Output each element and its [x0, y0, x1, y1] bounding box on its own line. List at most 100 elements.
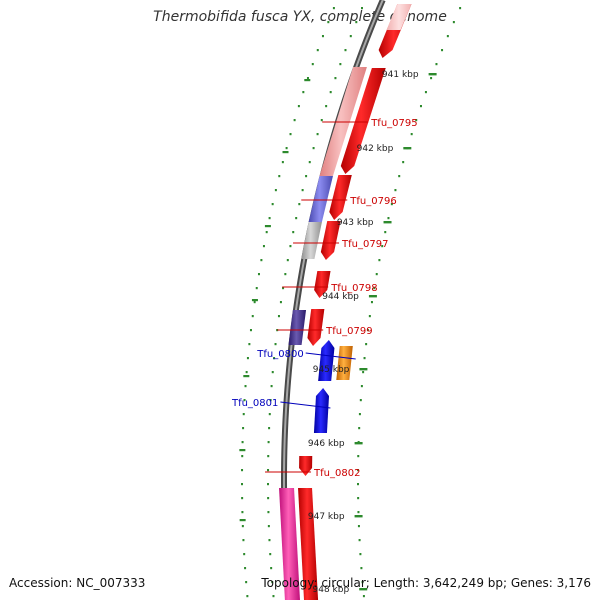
ring-dot [398, 175, 401, 178]
gene-feature[interactable] [307, 309, 325, 346]
ring-dot [241, 511, 244, 514]
ring-dot [262, 245, 265, 248]
ring-dot [278, 175, 281, 178]
gene-label[interactable]: Tfu_0800 [256, 349, 303, 360]
gene-feature[interactable] [301, 222, 322, 259]
ring-dot [268, 539, 271, 542]
ring-dot [298, 203, 301, 206]
gene-label[interactable]: Tfu_0801 [231, 398, 278, 409]
ring-dot [245, 371, 248, 374]
label-leader-line [305, 352, 356, 360]
ring-dot [241, 469, 244, 472]
ring-dot [292, 231, 295, 234]
ring-dot [370, 301, 373, 304]
kbp-label: 943 kbp [337, 218, 374, 228]
ring-dot [362, 371, 365, 374]
ring-dot [267, 497, 270, 500]
ring-dot [452, 21, 455, 24]
ring-dot [441, 49, 444, 52]
kbp-tick [368, 295, 377, 298]
gene-feature[interactable] [386, 4, 412, 30]
ring-dot [271, 581, 274, 584]
ring-dot [375, 273, 378, 276]
ring-dot [435, 63, 438, 66]
minor-tick [239, 519, 246, 522]
ring-dot [255, 287, 258, 290]
gene-label[interactable]: Tfu_0799 [325, 326, 372, 337]
ring-dot [269, 399, 272, 402]
ring-dot [321, 35, 324, 38]
ring-dot [267, 525, 270, 528]
gene-label[interactable]: Tfu_0796 [349, 196, 396, 207]
ring-dot [360, 385, 363, 388]
gene-feature[interactable] [299, 456, 313, 476]
ring-dot [271, 203, 274, 206]
ring-dot [282, 287, 285, 290]
ring-dot [329, 91, 332, 94]
ring-dot [339, 63, 342, 66]
ring-dot [363, 357, 366, 360]
ring-dot [358, 427, 361, 430]
kbp-tick [428, 73, 437, 76]
kbp-label: 948 kbp [313, 585, 350, 595]
ring-dot [332, 7, 335, 10]
ring-dot [301, 189, 304, 192]
gene-label[interactable]: Tfu_0795 [370, 118, 417, 129]
scale-ticks [239, 7, 462, 598]
ring-dot [378, 259, 381, 262]
ring-dot [415, 119, 418, 122]
gene-feature[interactable] [314, 271, 331, 298]
ring-dot [357, 455, 360, 458]
gene-feature[interactable] [288, 310, 307, 345]
ring-dot [297, 105, 300, 108]
ring-dot [267, 483, 270, 486]
ring-dot [245, 581, 248, 584]
ring-dot [424, 91, 427, 94]
ring-dot [243, 399, 246, 402]
gene-feature[interactable] [340, 68, 386, 174]
gene-feature[interactable] [329, 175, 352, 220]
gene-feature[interactable] [308, 176, 333, 222]
ring-dot [274, 189, 277, 192]
gene-feature[interactable] [318, 340, 335, 381]
ring-dot [358, 539, 361, 542]
gene-feature[interactable] [313, 388, 330, 433]
ring-dot [358, 413, 361, 416]
ring-dot [243, 553, 246, 556]
kbp-label: 946 kbp [308, 439, 345, 449]
gene-labels: Tfu_0795 Tfu_0796 Tfu_0797 Tfu_0798 Tfu_0799… [231, 118, 418, 479]
gene-label[interactable]: Tfu_0802 [313, 468, 360, 479]
kbp-label: 945 kbp [313, 365, 350, 375]
minor-tick [264, 225, 271, 228]
ring-dot [242, 539, 245, 542]
ring-dot [248, 343, 251, 346]
ring-dot [260, 259, 263, 262]
ring-dot [311, 63, 314, 66]
ring-dot [241, 483, 244, 486]
gene-feature[interactable] [336, 346, 353, 380]
gene-label[interactable]: Tfu_0798 [330, 283, 377, 294]
ring-dot [316, 133, 319, 136]
ring-dot [302, 91, 305, 94]
ring-dot [268, 413, 271, 416]
ring-dot [285, 147, 288, 150]
ring-dot [327, 21, 330, 24]
gene-label[interactable]: Tfu_0797 [341, 239, 388, 250]
ring-dot [349, 35, 352, 38]
ring-dot [265, 231, 268, 234]
ring-dot [241, 525, 244, 528]
ring-dot [355, 21, 358, 24]
ring-dot [306, 77, 309, 80]
gene-feature[interactable] [279, 488, 300, 600]
ring-dot [289, 133, 292, 136]
ring-dot [312, 147, 315, 150]
ring-dot [273, 357, 276, 360]
ring-dot [267, 511, 270, 514]
gene-feature[interactable] [298, 488, 319, 600]
kbp-label: 941 kbp [382, 70, 419, 80]
kbp-tick [359, 368, 368, 371]
gene-feature[interactable] [320, 221, 341, 260]
kbp-tick [383, 221, 392, 224]
ring-dot [320, 119, 323, 122]
ring-dot [257, 273, 260, 276]
